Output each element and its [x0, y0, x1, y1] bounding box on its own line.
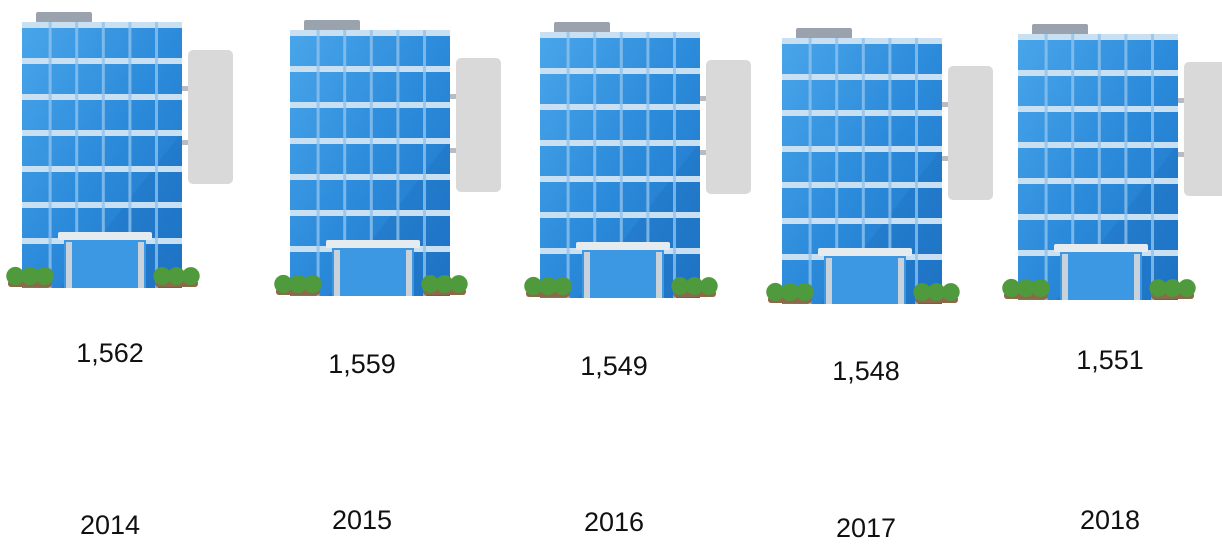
mullion: [1045, 34, 1048, 300]
roof-cap: [796, 28, 852, 39]
bush: [554, 277, 572, 295]
entrance-frame: [1062, 254, 1068, 300]
sign-panel: [948, 66, 993, 200]
year-label: 2015: [332, 505, 392, 535]
entrance-frame: [584, 252, 590, 298]
bush: [450, 275, 468, 293]
building-icon: [1002, 24, 1222, 300]
year-label: 2017: [836, 513, 896, 543]
sign-panel: [706, 60, 751, 194]
mullion: [915, 38, 918, 304]
entrance-frame: [826, 258, 832, 304]
roof-cap: [304, 20, 360, 31]
bush: [182, 267, 200, 285]
value-label: 1,562: [76, 338, 144, 368]
roof-cap: [554, 22, 610, 33]
mullion: [673, 32, 676, 298]
mullion: [809, 38, 812, 304]
roof-cap: [1032, 24, 1088, 35]
bush: [700, 277, 718, 295]
sign-panel: [1184, 62, 1222, 196]
canopy: [58, 232, 152, 240]
entrance-frame: [656, 252, 662, 298]
bush: [1178, 279, 1196, 297]
bush: [796, 283, 814, 301]
mullion: [317, 30, 320, 296]
mullion: [1151, 34, 1154, 300]
building-icon: [766, 28, 993, 304]
sign-panel: [456, 58, 501, 192]
year-label: 2016: [584, 507, 644, 537]
sign-panel: [188, 50, 233, 184]
canopy: [326, 240, 420, 248]
entrance-frame: [406, 250, 412, 296]
entrance: [824, 254, 906, 304]
bush: [942, 283, 960, 301]
canopy: [576, 242, 670, 250]
entrance-frame: [66, 242, 72, 288]
value-label: 1,549: [580, 351, 648, 381]
year-label: 2018: [1080, 505, 1140, 535]
entrance: [64, 238, 146, 288]
entrance-frame: [334, 250, 340, 296]
canopy: [818, 248, 912, 256]
page: 1,562 2014 1,559 2015 1,549 2016 1,548 2017 1,55…: [0, 0, 1222, 544]
bush: [1032, 279, 1050, 297]
building-icon: [274, 20, 501, 296]
infographic: 1,562 2014 1,559 2015 1,549 2016 1,548 2017 1,55…: [0, 0, 1222, 544]
entrance-frame: [138, 242, 144, 288]
year-label: 2014: [80, 510, 140, 540]
building-icon: [524, 22, 751, 298]
value-label: 1,551: [1076, 345, 1144, 375]
mullion: [49, 22, 52, 288]
entrance: [582, 248, 664, 298]
canopy: [1054, 244, 1148, 252]
entrance-frame: [1134, 254, 1140, 300]
building-icon: [6, 12, 233, 288]
mullion: [155, 22, 158, 288]
bush: [304, 275, 322, 293]
entrance: [1060, 250, 1142, 300]
value-label: 1,548: [832, 356, 900, 386]
bush: [36, 267, 54, 285]
entrance: [332, 246, 414, 296]
roof-cap: [36, 12, 92, 23]
entrance-frame: [898, 258, 904, 304]
value-label: 1,559: [328, 349, 396, 379]
mullion: [423, 30, 426, 296]
mullion: [567, 32, 570, 298]
